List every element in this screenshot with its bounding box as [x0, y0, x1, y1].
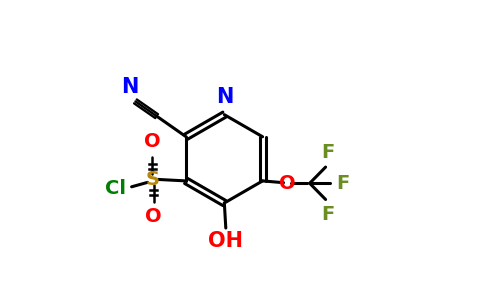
- Text: OH: OH: [208, 231, 243, 251]
- Text: N: N: [216, 87, 233, 107]
- Text: F: F: [321, 143, 334, 162]
- Text: F: F: [321, 205, 334, 224]
- Text: O: O: [144, 133, 161, 152]
- Text: S: S: [145, 170, 159, 189]
- Text: F: F: [336, 174, 349, 193]
- Text: N: N: [121, 77, 138, 97]
- Text: O: O: [279, 174, 296, 193]
- Text: O: O: [145, 207, 162, 226]
- Text: Cl: Cl: [105, 179, 126, 198]
